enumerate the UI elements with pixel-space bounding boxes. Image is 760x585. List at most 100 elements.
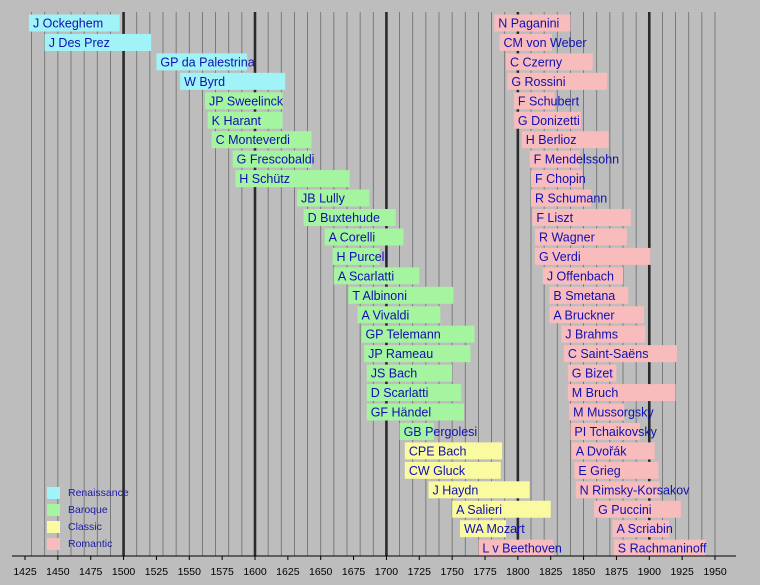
composer-label: F Schubert — [518, 94, 580, 108]
composer-label: M Mussorgsky — [573, 406, 654, 420]
legend: Renaissance Baroque Classic Romantic — [47, 486, 157, 556]
composer-bar-group: GB Pergolesi — [399, 422, 478, 440]
composer-bar — [499, 33, 553, 51]
composer-bar — [303, 209, 396, 226]
composer-bar-group: H Purcell — [332, 247, 388, 265]
composer-bar — [333, 267, 420, 285]
composer-label: H Purcell — [337, 250, 388, 264]
composer-bar-group: F Schubert — [513, 92, 580, 110]
x-tick-label: 1600 — [243, 566, 267, 578]
composer-label: GP da Palestrina — [160, 55, 254, 69]
composer-bar-group: CW Gluck — [404, 461, 501, 479]
composer-label: A Corelli — [329, 230, 376, 244]
legend-swatch-romantic — [47, 538, 60, 550]
composer-bar — [534, 247, 651, 265]
composer-label: G Puccini — [598, 503, 652, 517]
composer-bar-group: S Rachmaninoff — [613, 539, 707, 557]
x-tick-label: 1425 — [13, 566, 37, 578]
x-tick-label: 1750 — [440, 566, 464, 578]
x-tick-label: 1475 — [79, 566, 103, 578]
legend-item-romantic: Romantic — [47, 537, 157, 554]
composer-label: GB Pergolesi — [404, 425, 478, 439]
composer-label: J Haydn — [432, 483, 478, 497]
composer-label: JS Bach — [371, 367, 418, 381]
composer-label: A Vivaldi — [362, 308, 410, 322]
composer-bar — [569, 403, 625, 421]
composer-label: R Schumann — [535, 192, 607, 206]
composer-bar-group: N Rimsky-Korsakov — [575, 481, 690, 499]
x-axis: 1425 1450 1475 1500 1525 1550 1575 1600 1625 1650… — [12, 555, 736, 578]
composer-bar-group: C Saint-Saëns — [563, 345, 677, 363]
composer-bar — [574, 461, 659, 479]
legend-item-baroque: Baroque — [47, 503, 157, 520]
composer-label: J Ockeghem — [33, 17, 103, 31]
composer-bar-group: A Dvořák — [571, 442, 655, 460]
composer-label: A Dvořák — [576, 444, 627, 458]
composer-bar-group: JP Sweelinck — [205, 92, 284, 110]
composer-label: J Offenbach — [547, 269, 614, 283]
composer-bar — [297, 189, 370, 207]
composer-label: L v Beethoven — [482, 542, 562, 556]
composer-bar — [563, 345, 677, 363]
composer-bar — [404, 442, 503, 460]
composer-label: G Frescobaldi — [237, 153, 315, 167]
composer-bar — [549, 306, 645, 324]
composer-bar — [366, 403, 464, 421]
composer-bar — [561, 325, 646, 343]
composer-bar — [357, 306, 441, 324]
composer-bar — [205, 92, 283, 110]
composer-label: H Berlioz — [526, 133, 577, 147]
composer-label: K Harant — [212, 114, 262, 128]
composer-bar-group: CPE Bach — [404, 442, 503, 460]
composer-label: GF Händel — [371, 406, 431, 420]
composer-bar — [567, 364, 617, 382]
composer-bar — [156, 53, 248, 71]
composer-bar — [506, 53, 593, 71]
composer-bar — [494, 14, 571, 32]
composer-label: G Rossini — [511, 75, 565, 89]
composer-label: C Czerny — [510, 55, 563, 69]
composer-bar — [452, 500, 551, 518]
x-tick-label: 1550 — [178, 566, 202, 578]
composer-label: G Donizetti — [518, 114, 580, 128]
composer-bar-group: H Schütz — [235, 170, 350, 188]
composer-bar — [211, 131, 312, 149]
legend-label-baroque: Baroque — [68, 504, 108, 516]
composer-bar-group: K Harant — [207, 111, 283, 129]
legend-item-classic: Classic — [47, 520, 157, 537]
composer-bar-group: G Rossini — [507, 72, 608, 90]
composer-bar-group: A Salieri — [452, 500, 551, 518]
composer-label: JP Rameau — [368, 347, 433, 361]
composer-bar-group: GP da Palestrina — [156, 53, 255, 71]
composer-bar-group: H Berlioz — [521, 131, 609, 149]
composer-label: N Paganini — [498, 17, 559, 31]
composer-bar — [532, 209, 631, 226]
composer-bar — [549, 286, 629, 304]
composer-bar — [575, 481, 660, 499]
composer-bar-group: JB Lully — [297, 189, 370, 207]
composer-bar — [366, 364, 453, 382]
x-tick-label: 1700 — [375, 566, 399, 578]
composer-bar — [612, 520, 669, 538]
x-tick-label: 1825 — [539, 566, 563, 578]
x-tick-label: 1525 — [145, 566, 169, 578]
composer-bar — [364, 345, 471, 363]
composer-bar — [507, 72, 608, 90]
composer-label: M Bruch — [572, 386, 619, 400]
composer-label: D Scarlatti — [371, 386, 429, 400]
composer-bar — [361, 325, 475, 343]
composer-bar — [44, 33, 152, 51]
x-tick-label: 1450 — [46, 566, 70, 578]
composer-label: J Des Prez — [49, 36, 110, 50]
composer-bar-group: PI Tchaikovsky — [570, 422, 658, 440]
composer-label: JP Sweelinck — [209, 94, 284, 108]
composer-bar-group: D Buxtehude — [303, 209, 396, 226]
composer-bar — [366, 384, 462, 402]
composer-bar-group: M Mussorgsky — [569, 403, 654, 421]
x-tick-label: 1900 — [638, 566, 662, 578]
composer-label: H Schütz — [239, 172, 290, 186]
x-tick-label: 1575 — [210, 566, 234, 578]
composer-bar — [570, 422, 641, 440]
composer-bar — [428, 481, 530, 499]
composer-bar-group: A Scarlatti — [333, 267, 420, 285]
